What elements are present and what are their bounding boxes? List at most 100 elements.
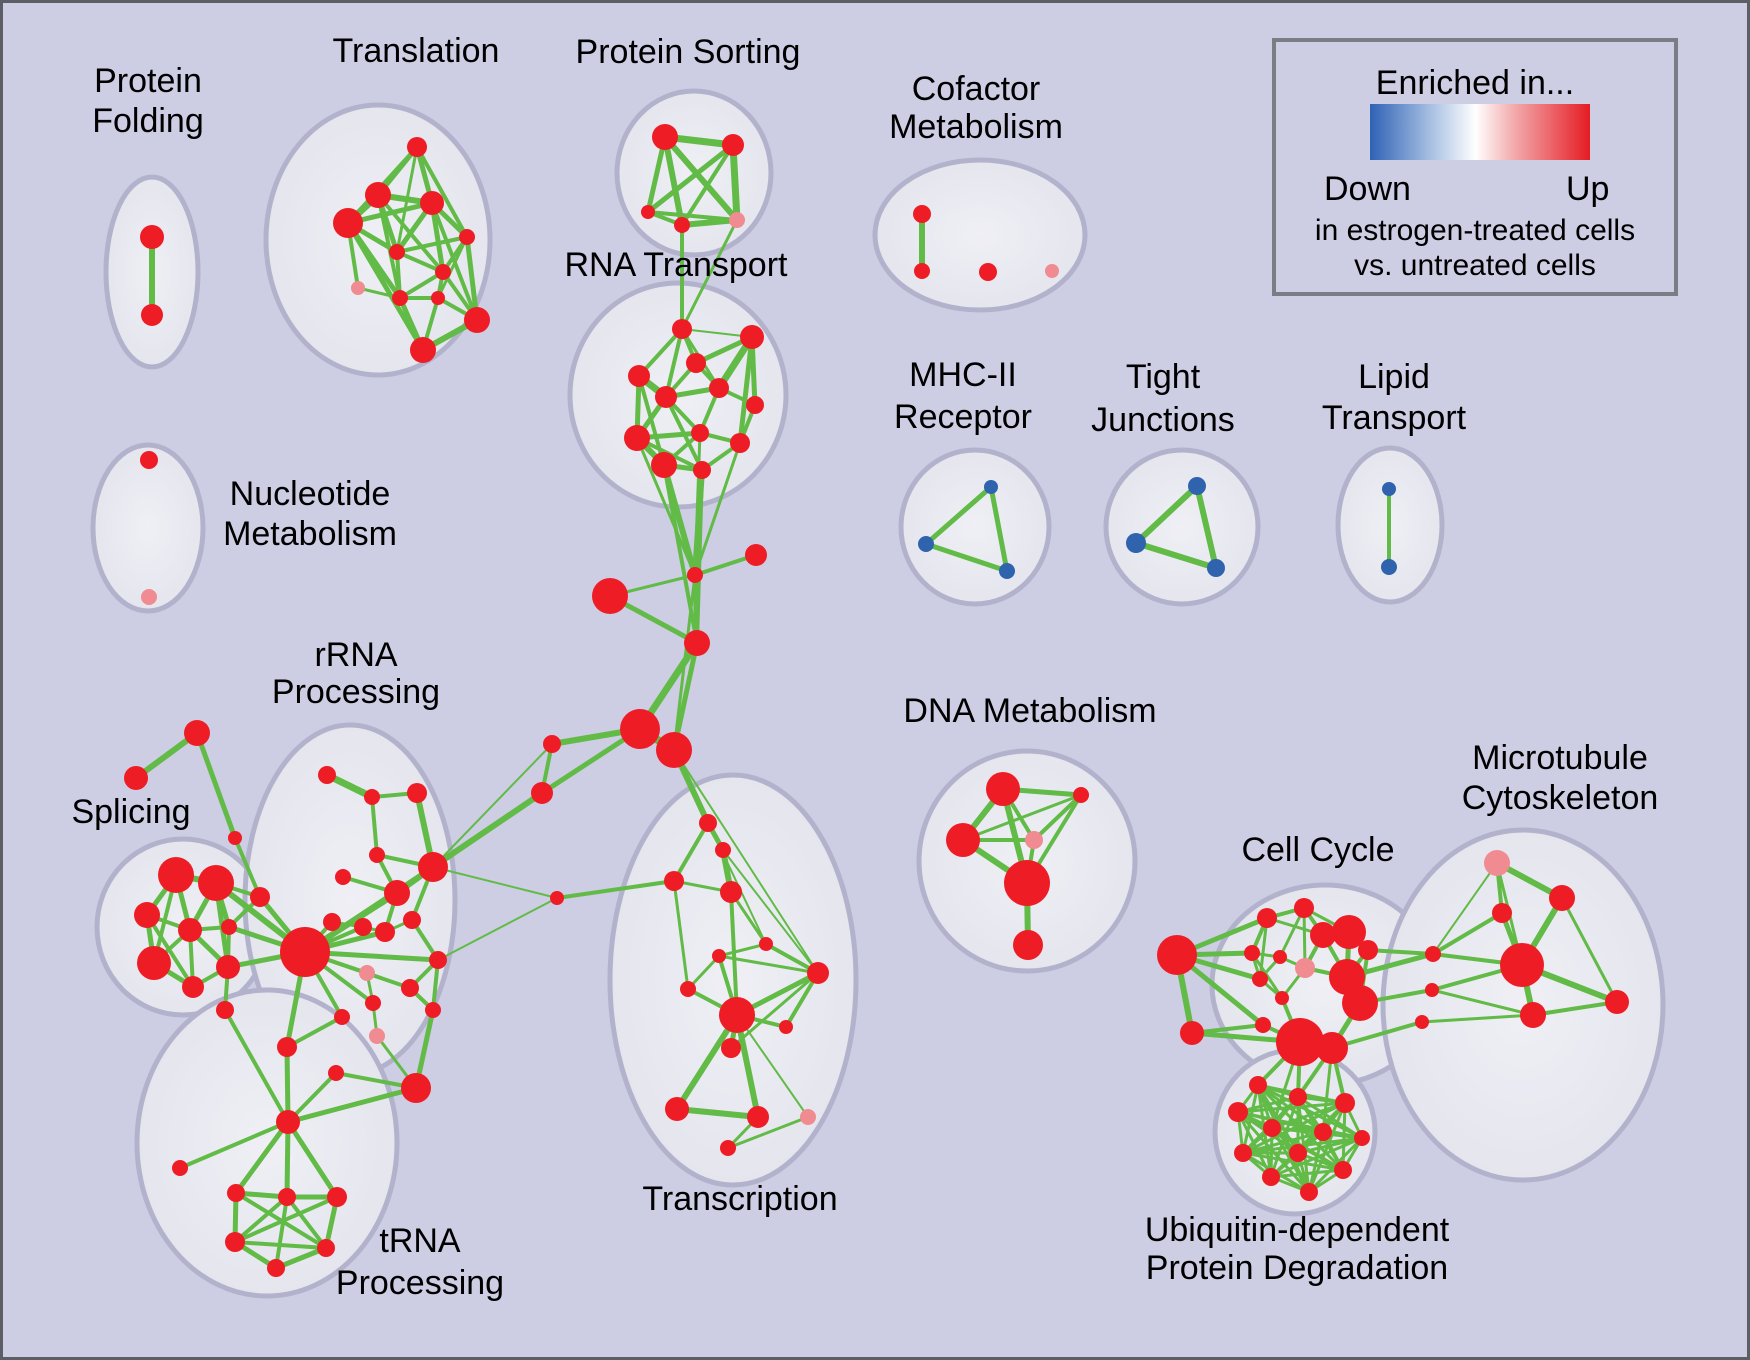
gene-set-node-mh1[interactable] (984, 480, 998, 494)
gene-set-node-cc12[interactable] (1275, 991, 1289, 1005)
gene-set-node-c6[interactable] (531, 782, 553, 804)
gene-set-node-cc15[interactable] (1342, 985, 1378, 1021)
gene-set-node-rr8[interactable] (323, 913, 341, 931)
gene-set-node-tri2[interactable] (124, 766, 148, 790)
gene-set-node-rt12[interactable] (693, 461, 711, 479)
gene-set-node-ps5[interactable] (729, 212, 745, 228)
gene-set-node-cc2[interactable] (1180, 1021, 1204, 1045)
gene-set-node-ub12[interactable] (1300, 1183, 1318, 1201)
gene-set-node-rt2[interactable] (740, 325, 764, 349)
gene-set-node-cc5[interactable] (1310, 922, 1336, 948)
gene-set-node-mt5[interactable] (1520, 1002, 1546, 1028)
gene-set-node-dm5[interactable] (1004, 860, 1050, 906)
gene-set-node-br1[interactable] (250, 887, 270, 907)
gene-set-node-cc10[interactable] (1358, 940, 1378, 960)
gene-set-node-lp1[interactable] (1382, 482, 1396, 496)
gene-set-node-tj2[interactable] (1126, 533, 1146, 553)
gene-set-node-rr12[interactable] (359, 965, 375, 981)
gene-set-node-t11[interactable] (464, 307, 490, 333)
gene-set-node-ub6[interactable] (1314, 1123, 1332, 1141)
gene-set-node-sp8[interactable] (216, 955, 240, 979)
gene-set-node-t10[interactable] (431, 291, 445, 305)
gene-set-node-mtP[interactable] (1484, 850, 1510, 876)
gene-set-node-t1[interactable] (407, 137, 427, 157)
gene-set-node-c3[interactable] (592, 578, 628, 614)
gene-set-node-dm4[interactable] (1025, 831, 1043, 849)
gene-set-node-ub1[interactable] (1249, 1076, 1267, 1094)
gene-set-node-tn1[interactable] (227, 1184, 245, 1202)
gene-set-node-rr7[interactable] (384, 880, 410, 906)
gene-set-node-pf2[interactable] (141, 304, 163, 326)
gene-set-node-ts2[interactable] (712, 949, 726, 963)
gene-set-node-sp9[interactable] (216, 1001, 234, 1019)
gene-set-node-sp2[interactable] (198, 865, 234, 901)
gene-set-node-sp4[interactable] (178, 918, 202, 942)
gene-set-node-ts6[interactable] (721, 1038, 741, 1058)
gene-set-node-rrHub[interactable] (280, 927, 330, 977)
gene-set-node-ub9[interactable] (1289, 1144, 1307, 1162)
gene-set-node-ub3[interactable] (1335, 1093, 1355, 1113)
gene-set-node-mt2[interactable] (1549, 885, 1575, 911)
gene-set-node-rr18[interactable] (369, 1028, 385, 1044)
gene-set-node-cc7[interactable] (1244, 945, 1260, 961)
gene-set-node-rr11[interactable] (403, 911, 421, 929)
gene-set-node-t5[interactable] (389, 244, 405, 260)
gene-set-node-mj1[interactable] (1425, 946, 1441, 962)
gene-set-node-tn6[interactable] (267, 1259, 285, 1277)
gene-set-node-t3[interactable] (420, 191, 444, 215)
gene-set-node-dm3[interactable] (946, 823, 980, 857)
gene-set-node-tr5[interactable] (550, 891, 564, 905)
gene-set-node-ts9[interactable] (800, 1109, 816, 1125)
gene-set-node-hub1[interactable] (620, 709, 660, 749)
gene-set-node-tn5[interactable] (317, 1239, 335, 1257)
gene-set-node-tri3[interactable] (228, 831, 242, 845)
gene-set-node-rr20[interactable] (328, 1065, 344, 1081)
gene-set-node-mt4[interactable] (1605, 990, 1629, 1014)
gene-set-node-ub5[interactable] (1263, 1119, 1281, 1137)
gene-set-node-rt1[interactable] (672, 319, 692, 339)
gene-set-node-rt5[interactable] (709, 378, 729, 398)
gene-set-node-mj2[interactable] (1425, 983, 1439, 997)
gene-set-node-t6[interactable] (459, 229, 475, 245)
gene-set-node-lp2[interactable] (1381, 559, 1397, 575)
gene-set-node-tj1[interactable] (1188, 477, 1206, 495)
gene-set-node-mtB[interactable] (1500, 943, 1544, 987)
gene-set-node-rr19[interactable] (277, 1037, 297, 1057)
gene-set-node-mh2[interactable] (918, 536, 934, 552)
gene-set-node-nm2[interactable] (141, 589, 157, 605)
gene-set-node-ts7[interactable] (665, 1097, 689, 1121)
gene-set-node-mj3[interactable] (1415, 1015, 1429, 1029)
gene-set-node-cc13[interactable] (1255, 1017, 1271, 1033)
gene-set-node-rr2[interactable] (364, 789, 380, 805)
gene-set-node-mt3[interactable] (1492, 903, 1512, 923)
gene-set-node-ub10[interactable] (1334, 1161, 1352, 1179)
gene-set-node-rr4[interactable] (369, 847, 385, 863)
gene-set-node-tj3[interactable] (1207, 559, 1225, 577)
gene-set-node-ts4[interactable] (680, 981, 696, 997)
gene-set-node-rt7[interactable] (746, 396, 764, 414)
gene-set-node-cf2[interactable] (914, 263, 930, 279)
gene-set-node-t9[interactable] (392, 290, 408, 306)
gene-set-node-rr5[interactable] (418, 852, 448, 882)
gene-set-node-rt6[interactable] (655, 386, 677, 408)
gene-set-node-ts3[interactable] (807, 962, 829, 984)
gene-set-node-t4[interactable] (333, 208, 363, 238)
gene-set-node-c2[interactable] (745, 544, 767, 566)
gene-set-node-tn2[interactable] (278, 1188, 296, 1206)
gene-set-node-t12[interactable] (410, 337, 436, 363)
gene-set-node-rr13[interactable] (429, 951, 447, 969)
gene-set-node-nm1[interactable] (140, 451, 158, 469)
gene-set-node-tr3[interactable] (720, 881, 742, 903)
gene-set-node-ps1[interactable] (652, 124, 678, 150)
gene-set-node-sp7[interactable] (182, 976, 204, 998)
gene-set-node-cc11[interactable] (1252, 971, 1268, 987)
gene-set-node-sp6[interactable] (137, 946, 171, 980)
gene-set-node-ub4[interactable] (1228, 1102, 1248, 1122)
gene-set-node-rr10[interactable] (375, 922, 395, 942)
gene-set-node-tn3[interactable] (327, 1187, 347, 1207)
gene-set-node-rr9[interactable] (354, 918, 372, 936)
gene-set-node-t2[interactable] (365, 182, 391, 208)
gene-set-node-tsHub[interactable] (719, 997, 755, 1033)
gene-set-node-ub8[interactable] (1234, 1144, 1252, 1162)
gene-set-node-t7[interactable] (435, 264, 451, 280)
